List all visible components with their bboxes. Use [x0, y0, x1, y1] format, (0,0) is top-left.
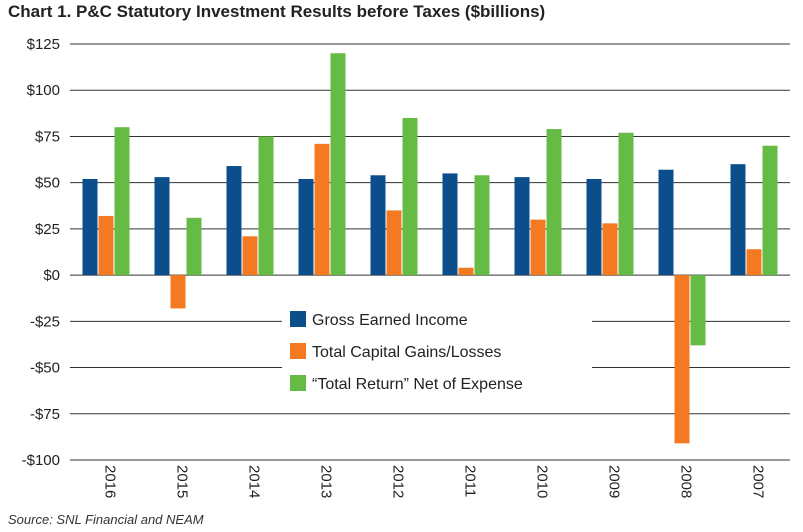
bar-total-return-2009 [618, 132, 634, 276]
legend: Gross Earned Income Total Capital Gains/L… [282, 300, 592, 396]
bar-gross-earned-income-2012 [370, 175, 386, 276]
bar-total-capital-gains-2014 [242, 236, 258, 276]
bar-gross-earned-income-2007 [730, 164, 746, 276]
bar-total-return-2011 [474, 175, 490, 276]
y-tick-label: -$50 [30, 360, 60, 377]
bar-total-return-2010 [546, 129, 562, 276]
bar-total-return-2013 [330, 53, 346, 276]
bar-total-return-2008 [690, 275, 706, 346]
bar-total-capital-gains-2015 [170, 275, 186, 309]
bar-total-return-2016 [114, 127, 130, 276]
x-tick-label: 2016 [102, 465, 119, 498]
legend-label: Gross Earned Income [312, 312, 468, 329]
x-tick-label: 2013 [318, 465, 335, 498]
bar-gross-earned-income-2016 [82, 178, 98, 276]
bar-gross-earned-income-2015 [154, 177, 170, 276]
legend-box [282, 300, 592, 396]
y-tick-label: $100 [27, 82, 60, 99]
x-tick-label: 2015 [174, 465, 191, 498]
y-tick-label: $25 [35, 221, 60, 238]
bar-total-capital-gains-2010 [530, 219, 546, 276]
legend-label: “Total Return” Net of Expense [312, 376, 523, 393]
bar-total-capital-gains-2012 [386, 210, 402, 276]
legend-swatch [290, 311, 306, 327]
bar-total-return-2007 [762, 145, 778, 276]
source-note: Source: SNL Financial and NEAM [8, 512, 204, 527]
bar-total-capital-gains-2009 [602, 223, 618, 276]
bar-total-return-2015 [186, 217, 202, 276]
bar-gross-earned-income-2008 [658, 169, 674, 276]
y-tick-label: -$75 [30, 406, 60, 423]
y-axis-ticks: $125 $100 $75 $50 $25 $0 -$25 -$50 -$75 -$100 [22, 36, 60, 469]
x-tick-label: 2008 [678, 465, 695, 498]
y-tick-label: -$25 [30, 313, 60, 330]
x-tick-label: 2010 [534, 465, 551, 498]
bar-gross-earned-income-2011 [442, 173, 458, 276]
y-tick-label: $50 [35, 175, 60, 192]
bar-total-capital-gains-2008 [674, 275, 690, 444]
y-tick-label: -$100 [22, 452, 60, 469]
bars [82, 53, 778, 444]
bar-total-capital-gains-2007 [746, 249, 762, 276]
bar-total-capital-gains-2016 [98, 215, 114, 276]
bar-gross-earned-income-2014 [226, 166, 242, 276]
bar-gross-earned-income-2013 [298, 178, 314, 276]
y-tick-label: $0 [43, 267, 60, 284]
bar-gross-earned-income-2010 [514, 177, 530, 276]
legend-label: Total Capital Gains/Losses [312, 344, 501, 361]
bar-total-return-2014 [258, 136, 274, 276]
x-axis-ticks: 2016 2015 2014 2013 2012 2011 2010 2009 2008 2007 [102, 465, 767, 498]
bar-total-capital-gains-2013 [314, 143, 330, 276]
bar-total-return-2012 [402, 117, 418, 276]
x-tick-label: 2014 [246, 465, 263, 498]
y-tick-label: $125 [27, 36, 60, 53]
y-tick-label: $75 [35, 128, 60, 145]
legend-swatch [290, 343, 306, 359]
x-tick-label: 2012 [390, 465, 407, 498]
bar-gross-earned-income-2009 [586, 178, 602, 276]
chart-title: Chart 1. P&C Statutory Investment Result… [8, 2, 546, 21]
x-tick-label: 2007 [750, 465, 767, 498]
bar-total-capital-gains-2011 [458, 267, 474, 276]
x-tick-label: 2011 [462, 465, 479, 497]
legend-swatch [290, 375, 306, 391]
x-tick-label: 2009 [606, 465, 623, 498]
